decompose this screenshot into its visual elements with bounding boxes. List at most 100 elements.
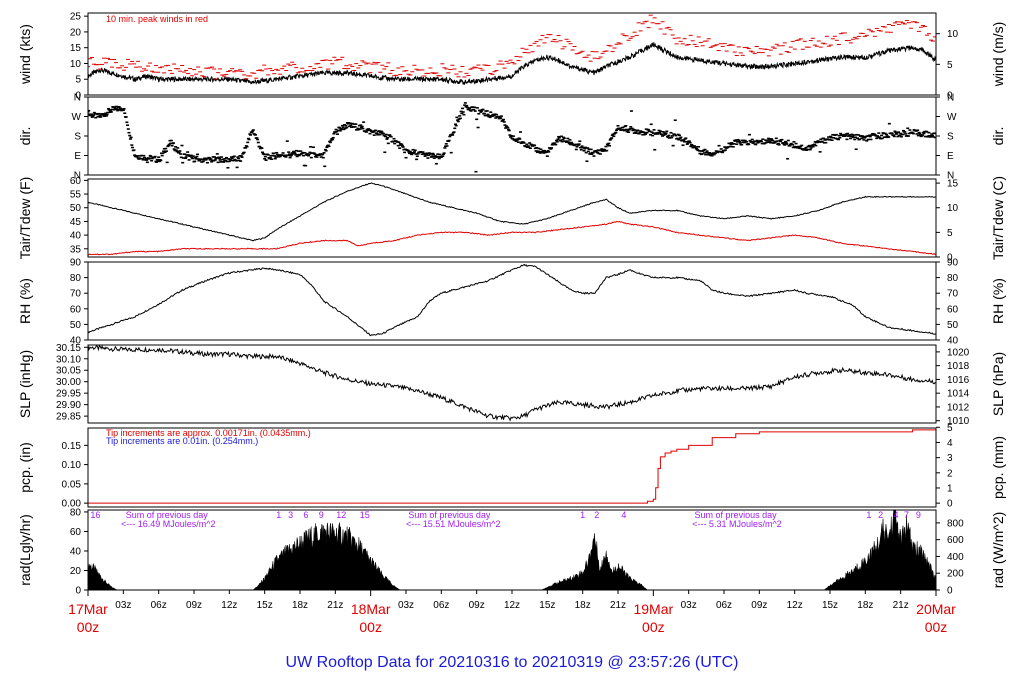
direction-point	[106, 111, 110, 114]
direction-point	[196, 153, 200, 156]
direction-point	[566, 137, 570, 140]
direction-point	[356, 127, 360, 130]
left-tick-label: 55	[70, 190, 82, 201]
direction-point	[239, 155, 243, 157]
radiation-hour-label: 1	[866, 510, 871, 520]
direction-point	[728, 142, 732, 145]
direction-point	[636, 129, 640, 132]
direction-point	[717, 144, 721, 147]
direction-point	[820, 140, 824, 143]
direction-point	[818, 151, 822, 153]
direction-point	[850, 133, 854, 136]
chart-footer-title: UW Rooftop Data for 20210316 to 20210319…	[286, 654, 739, 671]
direction-point	[198, 159, 202, 162]
direction-point	[588, 153, 592, 155]
right-tick-label: 1014	[947, 389, 970, 400]
direction-point	[511, 135, 515, 137]
direction-point	[516, 139, 520, 141]
direction-point	[302, 154, 306, 157]
direction-point	[783, 144, 787, 146]
direction-point	[410, 153, 414, 156]
direction-point	[582, 149, 586, 152]
direction-point	[837, 134, 841, 137]
direction-point	[415, 158, 419, 161]
direction-point	[223, 157, 227, 160]
direction-point	[275, 153, 279, 156]
direction-point	[122, 108, 126, 110]
direction-point	[535, 146, 539, 149]
direction-point	[646, 128, 650, 131]
direction-point	[738, 142, 742, 144]
direction-point	[335, 133, 339, 135]
direction-point	[453, 127, 457, 130]
direction-point	[868, 135, 872, 138]
direction-point	[451, 134, 455, 136]
direction-point	[663, 133, 667, 136]
direction-point	[547, 151, 551, 153]
right-tick-label: 5	[947, 423, 953, 434]
direction-point	[812, 143, 816, 146]
direction-point	[517, 137, 521, 140]
direction-point	[877, 136, 881, 139]
direction-point	[805, 148, 809, 151]
direction-point	[184, 156, 188, 158]
direction-point	[163, 151, 167, 154]
direction-point	[384, 133, 388, 136]
direction-point	[272, 152, 276, 155]
direction-point	[473, 110, 477, 112]
direction-point	[616, 124, 620, 127]
direction-point	[670, 136, 674, 139]
direction-point	[719, 148, 723, 150]
direction-point	[502, 118, 506, 121]
direction-point	[735, 141, 739, 143]
direction-point	[648, 130, 652, 132]
direction-point	[567, 142, 571, 145]
direction-point	[784, 141, 788, 144]
direction-point	[815, 141, 819, 144]
direction-point	[559, 139, 563, 142]
direction-point	[583, 147, 587, 150]
radiation-hour-label: 9	[916, 510, 921, 520]
direction-point	[145, 161, 149, 164]
direction-point	[492, 114, 496, 117]
direction-point	[568, 139, 572, 141]
direction-point	[489, 111, 493, 113]
direction-point	[875, 137, 879, 140]
direction-point	[679, 136, 683, 139]
right-tick-label: N	[947, 93, 954, 104]
direction-point	[288, 156, 292, 159]
direction-point	[150, 159, 154, 162]
radiation-hour-label: 1	[580, 510, 585, 520]
direction-point	[634, 131, 638, 134]
direction-point	[126, 124, 130, 127]
direction-point	[482, 112, 486, 115]
direction-point	[584, 151, 588, 154]
direction-point	[761, 138, 765, 140]
series-line	[88, 263, 936, 337]
direction-point	[147, 157, 151, 160]
direction-point	[658, 130, 662, 132]
direction-point	[906, 135, 910, 137]
direction-point	[675, 137, 679, 140]
radiation-hour-label: 4	[893, 510, 898, 520]
direction-point	[159, 159, 163, 162]
direction-point	[463, 104, 467, 106]
left-tick-label: 50	[70, 203, 82, 214]
direction-point	[347, 125, 351, 128]
direction-point	[786, 139, 790, 142]
right-tick-label: 1020	[947, 347, 970, 358]
x-tick-label: 09z	[186, 600, 202, 611]
direction-point	[651, 132, 655, 134]
direction-point	[88, 113, 91, 116]
direction-point	[788, 144, 792, 147]
plot-area	[88, 510, 936, 590]
direction-point	[130, 144, 134, 146]
direction-point	[427, 154, 431, 157]
direction-point	[456, 119, 460, 121]
panel-frame	[87, 344, 937, 424]
direction-point	[266, 154, 270, 156]
plot-area	[88, 429, 936, 504]
direction-point	[534, 150, 538, 152]
direction-point	[426, 157, 430, 159]
direction-point	[129, 136, 133, 139]
